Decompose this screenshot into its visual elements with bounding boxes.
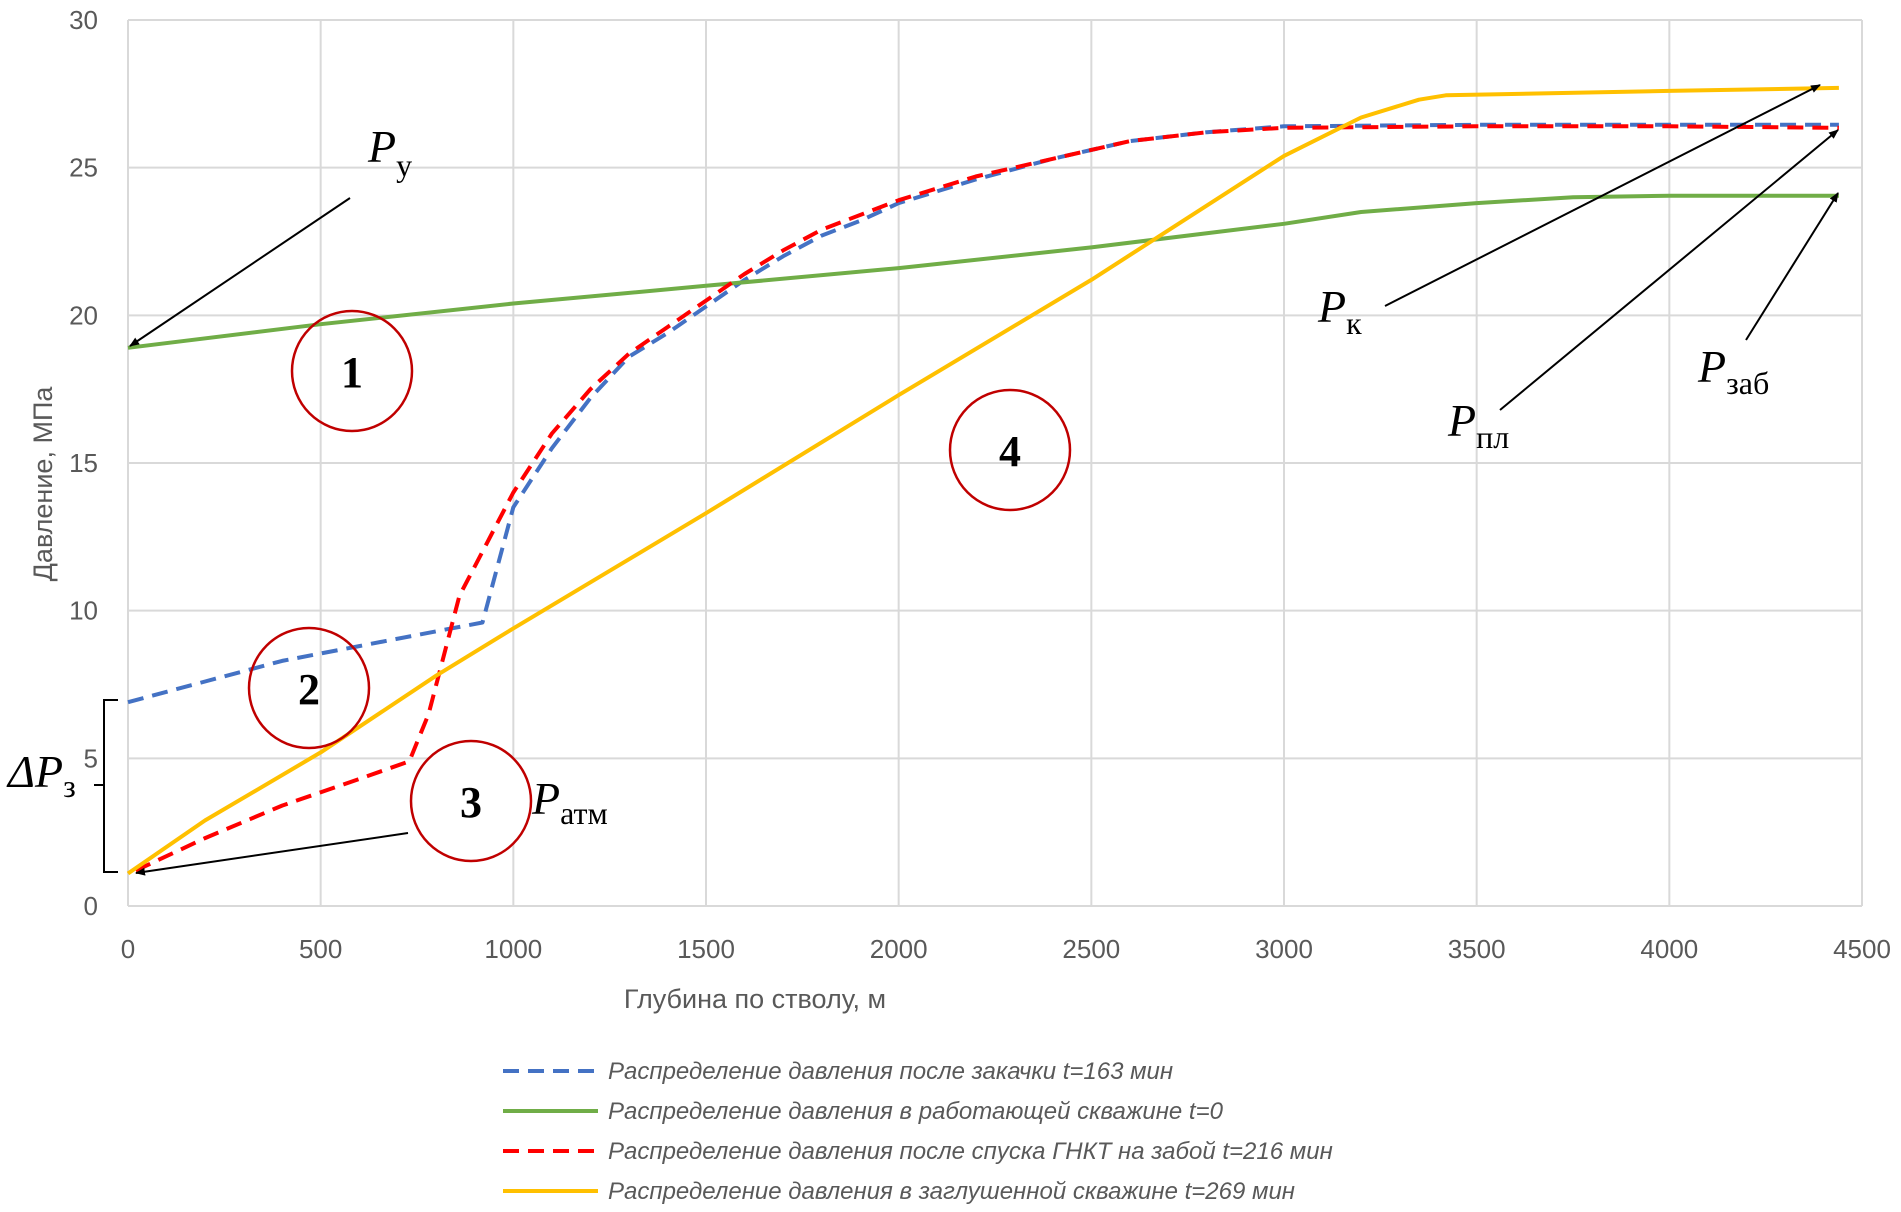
p-atm-label: Pатм (531, 773, 608, 831)
y-tick-label: 30 (69, 5, 98, 35)
p-k-label: Pк (1317, 281, 1362, 341)
y-axis: 0 5 10 15 20 25 30 (69, 5, 98, 921)
region-3-circle (409, 739, 533, 863)
x-tick-label: 500 (299, 934, 342, 964)
legend-label-2: Распределение давления в работающей сква… (608, 1098, 1224, 1125)
legend-label-1: Распределение давления после закачки t=1… (608, 1058, 1173, 1085)
x-tick-label: 2000 (870, 934, 928, 964)
series-line-2 (127, 193, 1839, 350)
y-tick-label: 20 (69, 300, 98, 330)
y-tick-label: 5 (84, 743, 98, 773)
x-axis-title: Глубина по стволу, м (624, 984, 886, 1014)
p-atm-arrow (135, 832, 409, 876)
p-k-arrow (1384, 84, 1821, 307)
dp-z-label: ΔPз (6, 746, 76, 804)
legend: Распределение давления после закачки t=1… (503, 1058, 1333, 1205)
y-tick-label: 15 (69, 448, 98, 478)
x-tick-label: 1000 (484, 934, 542, 964)
x-tick-label: 1500 (677, 934, 735, 964)
dp-z-brace (94, 699, 118, 873)
region-4-number: 4 (999, 427, 1021, 476)
x-tick-label: 3000 (1255, 934, 1313, 964)
region-2-circle (247, 626, 371, 750)
y-tick-label: 10 (69, 596, 98, 626)
y-tick-label: 25 (69, 153, 98, 183)
region-2-number: 2 (298, 665, 320, 714)
x-tick-label: 3500 (1448, 934, 1506, 964)
x-tick-label: 0 (121, 934, 135, 964)
p-pl-arrow (1499, 129, 1839, 411)
legend-label-3: Распределение давления после спуска ГНКТ… (608, 1138, 1333, 1165)
legend-label-4: Распределение давления в заглушенной скв… (608, 1178, 1295, 1205)
y-tick-label: 0 (84, 891, 98, 921)
p-u-arrow (129, 197, 351, 347)
p-zab-label: Pзаб (1697, 341, 1769, 401)
region-4-circle (948, 388, 1072, 512)
grid (127, 19, 1863, 907)
x-tick-label: 4500 (1833, 934, 1891, 964)
region-1-number: 1 (341, 348, 363, 397)
p-pl-label: Pпл (1447, 395, 1509, 455)
series-line-1 (127, 122, 1839, 705)
p-zab-arrow (1745, 192, 1839, 341)
x-tick-label: 4000 (1640, 934, 1698, 964)
p-u-label: Pу (367, 121, 412, 183)
annotations: Pу Pк Pпл Pзаб Pатм ΔPз 1 2 3 4 (6, 84, 1839, 876)
region-1-circle (290, 309, 414, 433)
x-tick-label: 2500 (1062, 934, 1120, 964)
region-3-number: 3 (460, 778, 482, 827)
series-line-3 (134, 124, 1839, 873)
x-axis: 0 500 1000 1500 2000 2500 3000 3500 4000 4500 (121, 934, 1891, 964)
y-axis-title: Давление, МПа (28, 386, 58, 582)
